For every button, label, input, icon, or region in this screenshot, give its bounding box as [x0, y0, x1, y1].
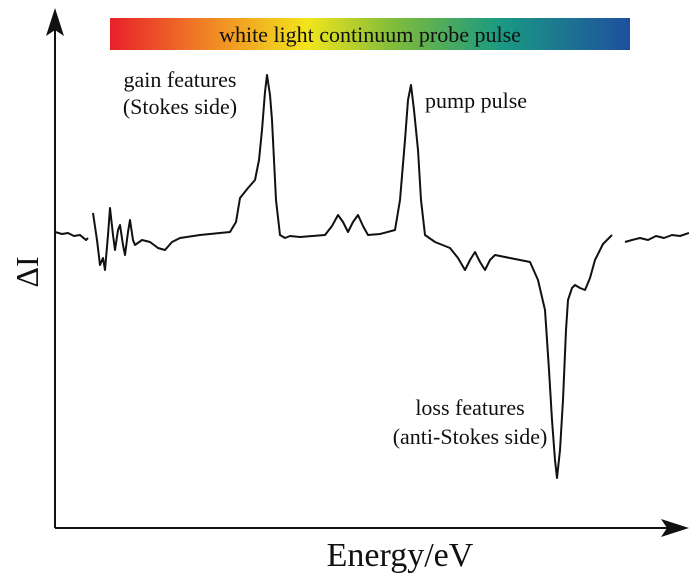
axes: [54, 22, 675, 529]
y-arrow: [46, 8, 64, 36]
y-axis-label: ΔI: [9, 256, 45, 287]
gain-sublabel: (Stokes side): [123, 94, 237, 119]
spectrum-curve: [54, 74, 689, 479]
curve-main-segment: [92, 74, 613, 479]
curve-right-segment: [624, 232, 689, 243]
curve-left-segment: [54, 231, 89, 241]
pump-label: pump pulse: [425, 88, 527, 113]
loss-label: loss features: [415, 395, 524, 420]
loss-sublabel: (anti-Stokes side): [393, 424, 548, 449]
probe-label: white light continuum probe pulse: [219, 22, 521, 47]
gain-label: gain features: [124, 67, 237, 92]
x-axis-label: Energy/eV: [327, 537, 474, 574]
x-arrow: [661, 519, 689, 537]
probe-spectrum-bar: [110, 18, 630, 50]
